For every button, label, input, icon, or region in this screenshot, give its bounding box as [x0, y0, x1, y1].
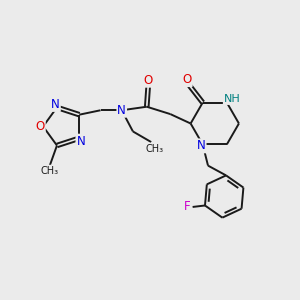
Text: O: O	[144, 74, 153, 87]
Text: CH₃: CH₃	[146, 143, 164, 154]
Text: O: O	[35, 120, 45, 133]
Text: N: N	[197, 140, 206, 152]
Text: NH: NH	[224, 94, 241, 104]
Text: N: N	[76, 135, 85, 148]
Text: N: N	[51, 98, 60, 111]
Text: CH₃: CH₃	[40, 166, 59, 176]
Text: F: F	[184, 200, 190, 214]
Text: O: O	[182, 73, 192, 86]
Text: N: N	[117, 104, 126, 117]
